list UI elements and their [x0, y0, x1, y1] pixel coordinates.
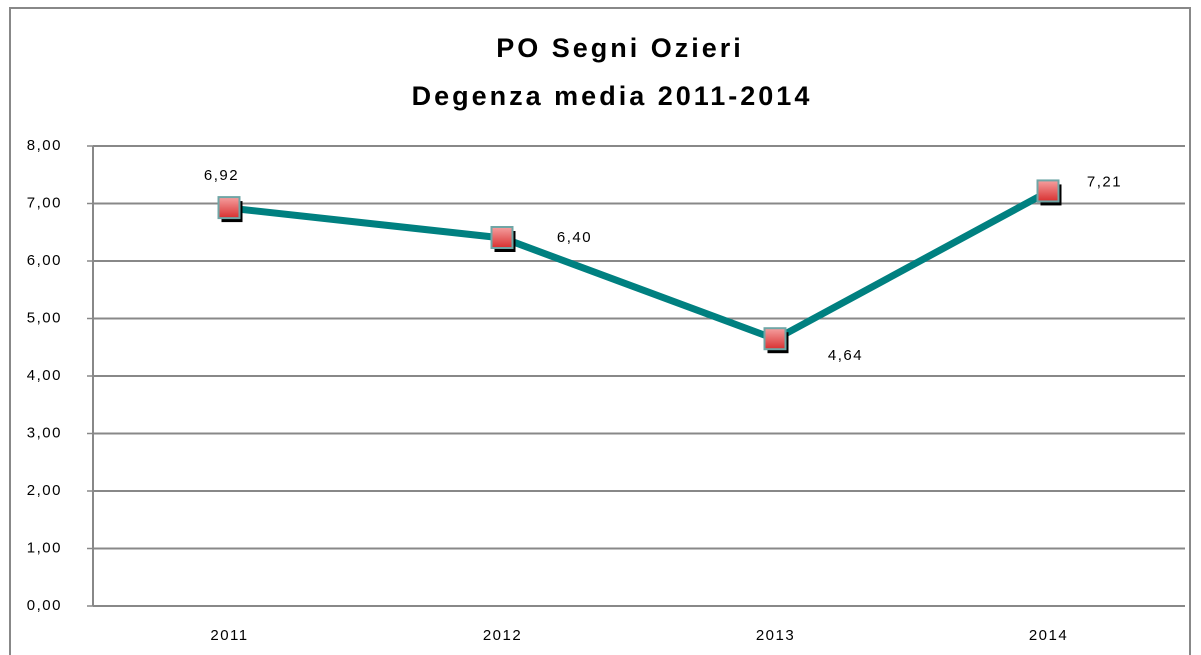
marker: [490, 226, 514, 249]
y-tick-label: 8,00: [27, 137, 62, 154]
chart-title: PO Segni Ozieri: [496, 33, 744, 63]
y-tick-label: 4,00: [27, 367, 62, 384]
data-label: 6,92: [204, 167, 239, 184]
marker: [217, 196, 241, 220]
x-tick-label: 2012: [483, 627, 522, 644]
y-tick-label: 6,00: [27, 252, 62, 269]
y-tick-label: 2,00: [27, 482, 62, 499]
x-tick-label: 2011: [210, 627, 248, 644]
data-label: 6,40: [557, 229, 592, 246]
line: [229, 188, 1051, 343]
data-label: 7,21: [1087, 173, 1122, 190]
data-label: 4,64: [828, 347, 863, 364]
chart-subtitle: Degenza media 2011-2014: [412, 81, 813, 111]
y-tick-label: 7,00: [27, 194, 62, 211]
y-tick-label: 1,00: [27, 539, 62, 556]
y-tick-label: 3,00: [27, 424, 62, 441]
chart-border: [9, 7, 1191, 655]
y-tick-label: 0,00: [27, 597, 62, 614]
marker: [763, 327, 787, 351]
x-tick-label: 2014: [1029, 627, 1068, 644]
marker: [1036, 179, 1060, 203]
y-tick-label: 5,00: [27, 309, 62, 326]
x-tick-label: 2013: [756, 627, 795, 644]
